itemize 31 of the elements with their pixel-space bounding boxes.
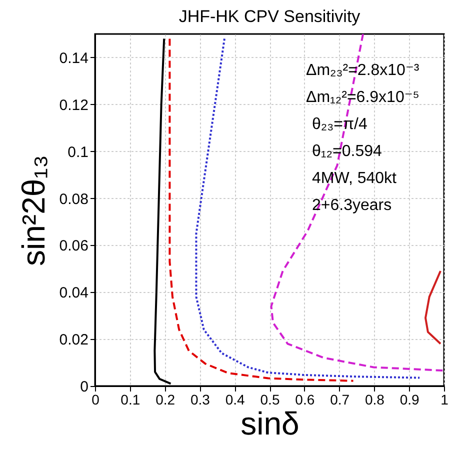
line-series [270,34,444,372]
x-tick-label: 0.2 [156,392,176,408]
chart-title: JHF-HK CPV Sensitivity [178,7,361,26]
y-tick-label: 0 [80,378,88,396]
annotation: 4MW, 540kt [312,170,398,187]
x-tick-label: 0.8 [364,392,385,408]
x-tick-label: 1 [440,392,449,408]
annotation: θ₁₂=0.594 [312,143,382,160]
y-tick-label: 0.14 [59,50,88,67]
x-tick-label: 0.9 [400,392,420,408]
y-tick-label: 0.04 [59,284,88,302]
x-tick-label: 0.5 [260,392,280,408]
line-series [195,38,421,379]
x-tick-label: 0.4 [225,392,246,408]
annotation: θ₂₃=π/4 [312,116,368,133]
line-series [424,270,442,345]
x-tick-label: 0.6 [295,392,315,408]
x-axis-title: sinδ [240,406,300,442]
annotation: Δm₁₂²=6.9x10⁻⁵ [306,89,420,106]
y-axis-title: sin²2θ₁₃ [15,155,52,266]
y-tick-label: 0.08 [59,190,88,208]
x-tick-label: 0 [92,392,100,408]
y-tick-label: 0.06 [59,238,88,255]
y-tick-label: 0.12 [59,96,88,114]
y-tick-label: 0.02 [59,332,88,349]
annotation: Δm₂₃²=2.8x10⁻³ [306,62,420,79]
x-tick-label: 0.3 [190,392,210,408]
y-tick-label: 0.1 [68,144,88,161]
annotation: 2+6.3years [312,197,392,214]
x-tick-label: 0.7 [330,392,350,408]
x-tick-label: 0.1 [120,392,140,408]
